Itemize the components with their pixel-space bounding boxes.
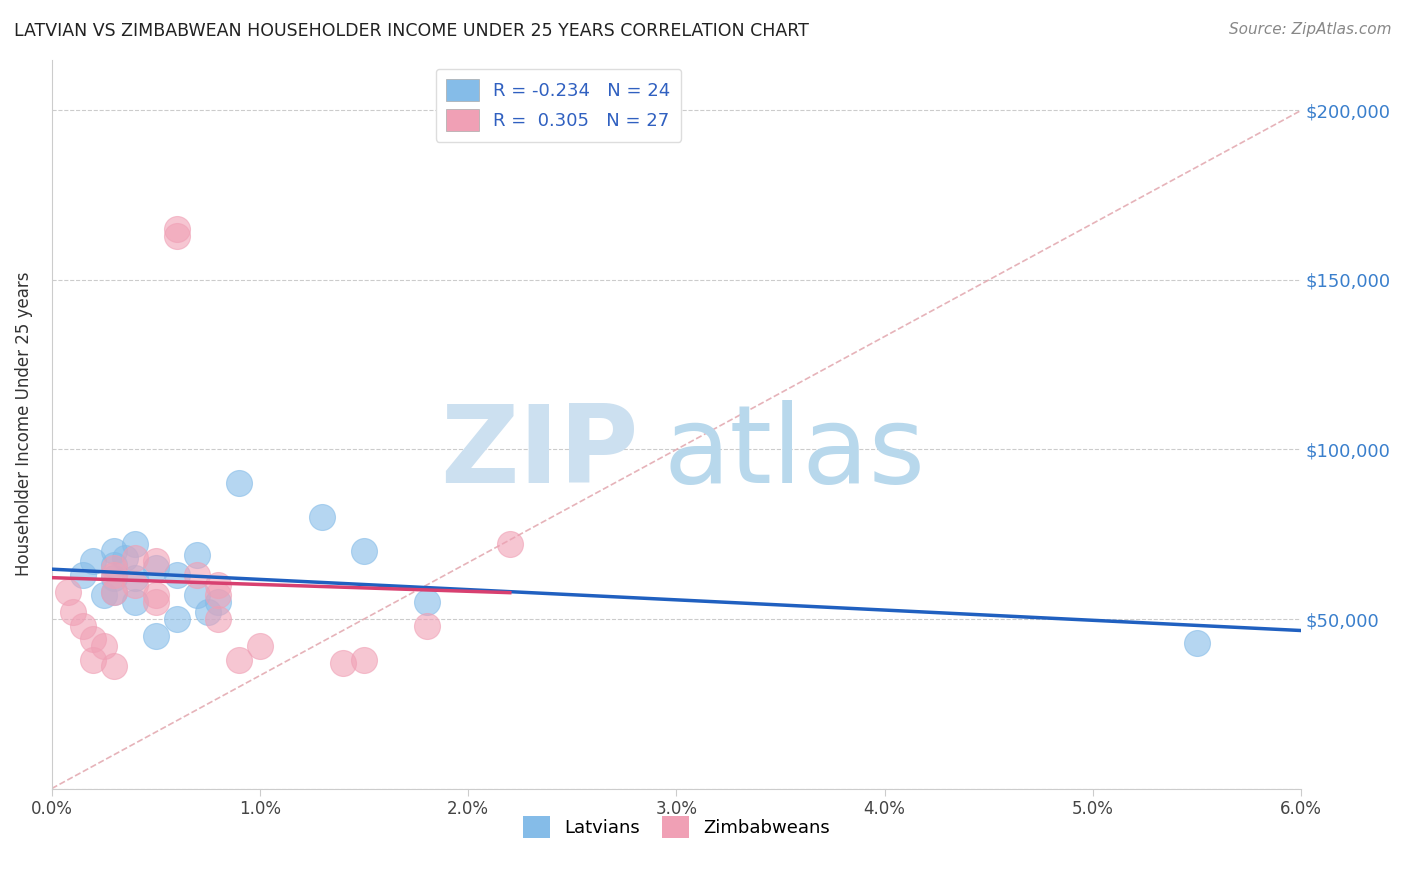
Point xyxy=(103,659,125,673)
Point xyxy=(186,548,208,562)
Point xyxy=(103,585,125,599)
Point xyxy=(93,588,115,602)
Point xyxy=(228,476,250,491)
Point xyxy=(166,568,188,582)
Point xyxy=(103,544,125,558)
Point xyxy=(124,551,146,566)
Point xyxy=(311,510,333,524)
Text: LATVIAN VS ZIMBABWEAN HOUSEHOLDER INCOME UNDER 25 YEARS CORRELATION CHART: LATVIAN VS ZIMBABWEAN HOUSEHOLDER INCOME… xyxy=(14,22,808,40)
Point xyxy=(93,639,115,653)
Point xyxy=(415,595,437,609)
Point xyxy=(103,585,125,599)
Point xyxy=(332,656,354,670)
Point xyxy=(249,639,271,653)
Point xyxy=(82,554,104,568)
Point xyxy=(145,554,167,568)
Point xyxy=(166,222,188,236)
Point xyxy=(186,568,208,582)
Point xyxy=(103,568,125,582)
Point xyxy=(58,585,80,599)
Point xyxy=(145,561,167,575)
Text: atlas: atlas xyxy=(664,401,927,507)
Point xyxy=(72,568,94,582)
Text: Source: ZipAtlas.com: Source: ZipAtlas.com xyxy=(1229,22,1392,37)
Point xyxy=(62,605,84,619)
Point xyxy=(114,551,136,566)
Point xyxy=(228,653,250,667)
Point xyxy=(166,228,188,243)
Y-axis label: Householder Income Under 25 years: Householder Income Under 25 years xyxy=(15,272,32,576)
Point xyxy=(103,571,125,585)
Point xyxy=(207,588,229,602)
Point xyxy=(82,653,104,667)
Text: ZIP: ZIP xyxy=(440,401,638,507)
Legend: Latvians, Zimbabweans: Latvians, Zimbabweans xyxy=(516,809,837,845)
Point xyxy=(124,595,146,609)
Point xyxy=(82,632,104,647)
Point xyxy=(103,561,125,575)
Point xyxy=(166,612,188,626)
Point xyxy=(124,537,146,551)
Point xyxy=(415,619,437,633)
Point xyxy=(186,588,208,602)
Point xyxy=(353,544,375,558)
Point xyxy=(207,612,229,626)
Point xyxy=(145,588,167,602)
Point xyxy=(124,571,146,585)
Point xyxy=(207,578,229,592)
Point xyxy=(145,595,167,609)
Point xyxy=(103,558,125,572)
Point xyxy=(1185,636,1208,650)
Point xyxy=(207,595,229,609)
Point xyxy=(197,605,219,619)
Point xyxy=(72,619,94,633)
Point xyxy=(353,653,375,667)
Point xyxy=(145,629,167,643)
Point xyxy=(124,578,146,592)
Point xyxy=(499,537,522,551)
